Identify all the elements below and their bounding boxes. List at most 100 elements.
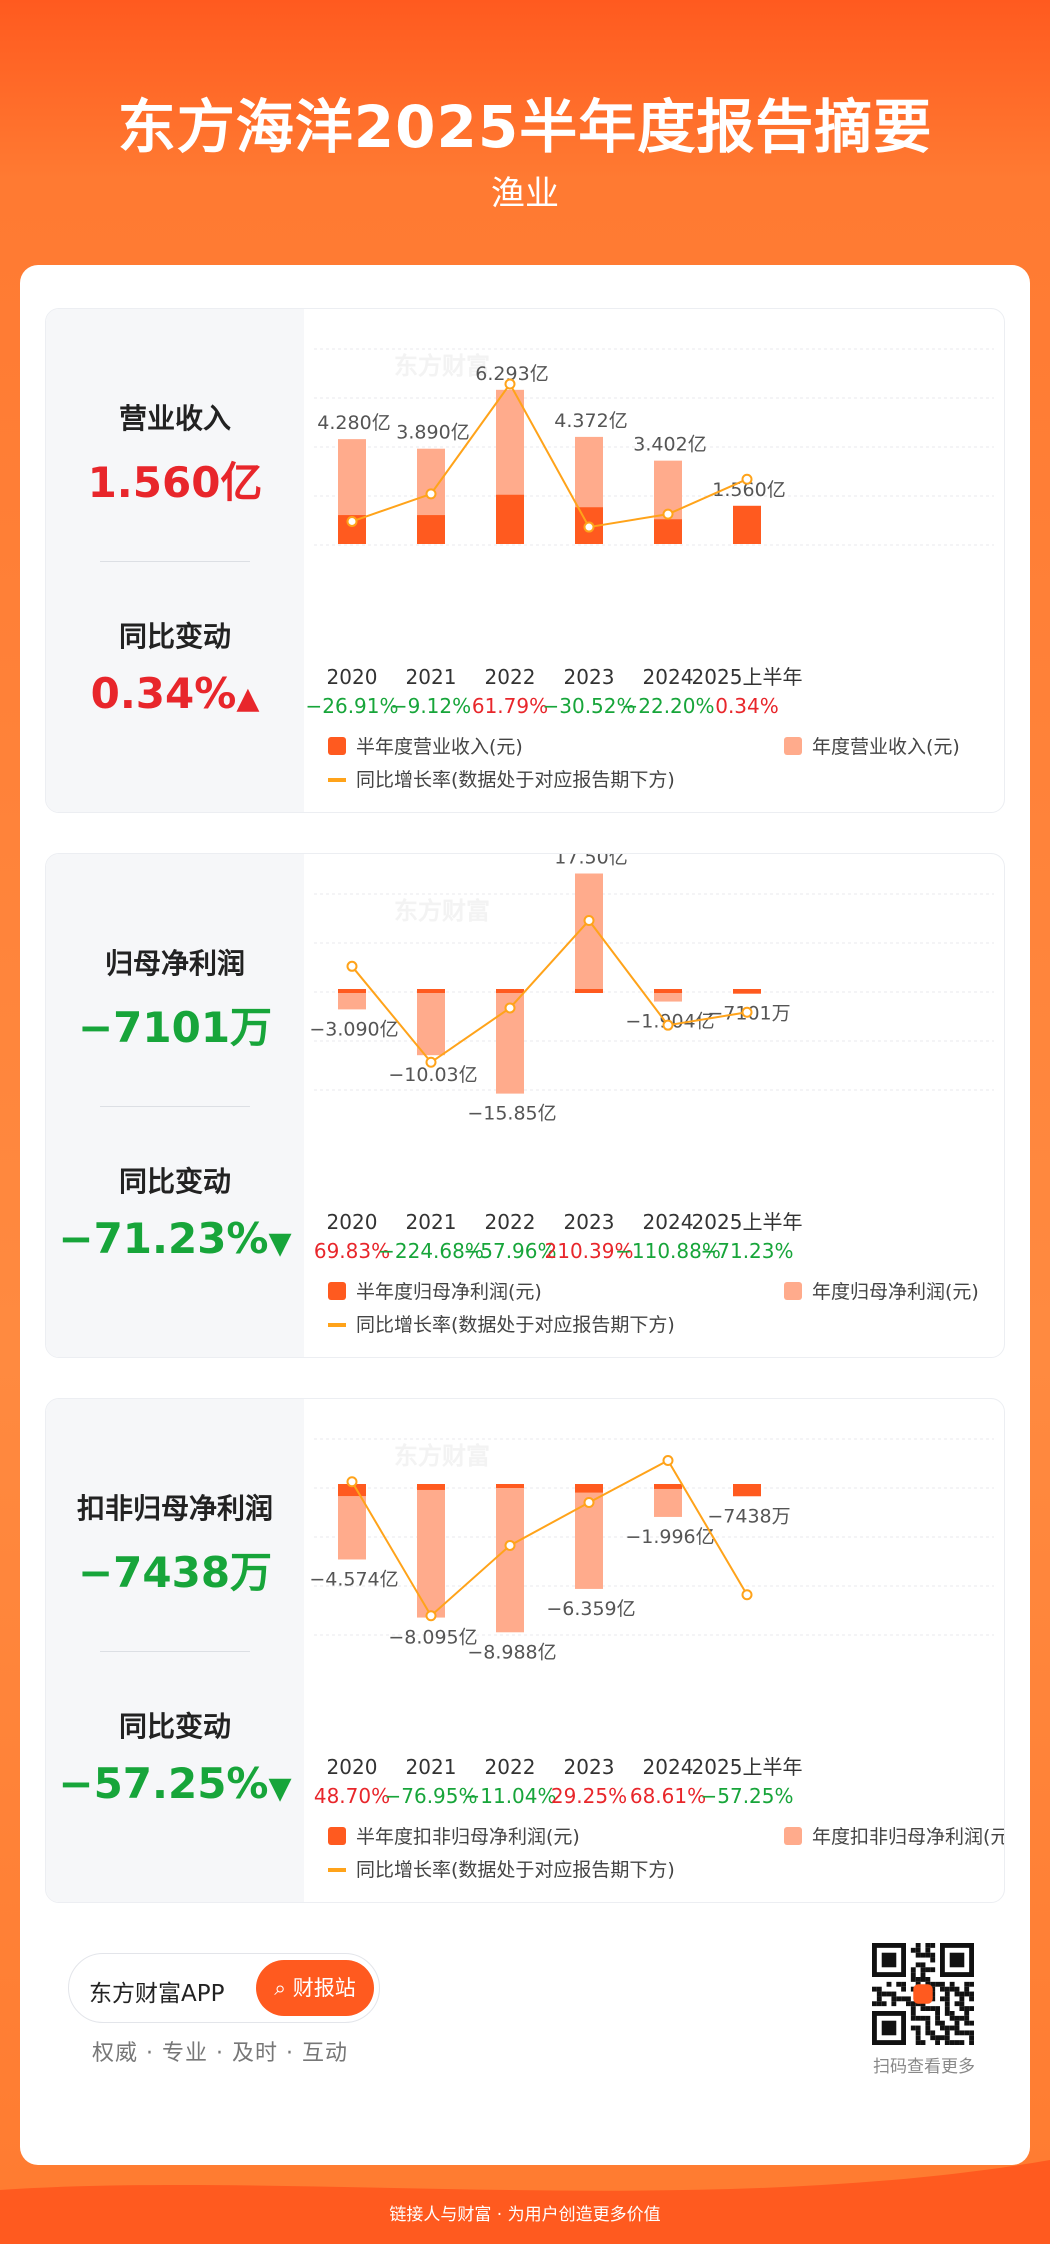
qr-module [964, 2015, 970, 2021]
legend-swatch-half [328, 737, 346, 755]
growth-rate-label: −11.04% [463, 1784, 556, 1808]
growth-rate-label: −30.52% [542, 694, 635, 718]
value-label: 6.293亿 [475, 363, 548, 385]
qr-module [944, 1986, 950, 1992]
half-year-bar [496, 1484, 524, 1488]
qr-module [930, 1981, 936, 1987]
qr-module [896, 1981, 902, 1987]
finance-station-button[interactable]: ⌕ 财报站 [256, 1960, 374, 2016]
value-label: −8.988亿 [467, 1641, 556, 1663]
qr-module [930, 2035, 936, 2041]
qr-module [969, 2035, 974, 2041]
half-year-bar [496, 494, 524, 544]
category-label: 2022 [485, 1755, 536, 1779]
legend-swatch-half [328, 1282, 346, 1300]
legend-swatch-annual [784, 1827, 802, 1845]
growth-rate-point [504, 378, 516, 390]
category-label: 2020 [327, 665, 378, 689]
growth-rate-line [351, 918, 748, 1064]
qr-module [954, 1986, 960, 1992]
qr-module [872, 1986, 877, 1992]
qr-module [891, 2001, 897, 2007]
qr-module [944, 2040, 950, 2045]
growth-rate-label: −110.88% [615, 1239, 721, 1263]
value-label: 4.372亿 [554, 410, 627, 432]
qr-module [964, 2030, 970, 2036]
qr-module [964, 2006, 970, 2011]
qr-module [959, 2040, 965, 2045]
category-label: 2024 [643, 665, 694, 689]
qr-module [964, 2020, 970, 2026]
growth-rate-label: 29.25% [551, 1784, 627, 1808]
divider [100, 1651, 250, 1652]
revenue-summary: 营业收入 1.560亿 同比变动 0.34%▲ [46, 309, 304, 812]
arrow-up-icon: ▲ [236, 681, 260, 716]
growth-rate-point [583, 1496, 595, 1508]
qr-module [944, 2035, 950, 2041]
legend-swatch-line [328, 1868, 346, 1872]
qr-module [915, 2040, 921, 2045]
growth-rate-point [346, 515, 358, 527]
growth-rate-label: −57.25% [700, 1784, 793, 1808]
industry-subtitle: 渔业 [491, 174, 559, 214]
report-title: 东方海洋2025半年度报告摘要 [117, 93, 933, 161]
change-value-row: −57.25%▼ [46, 1759, 304, 1808]
qr-module [959, 2001, 965, 2007]
qr-module [930, 1991, 936, 1997]
qr-code[interactable] [872, 1943, 974, 2045]
qr-module [910, 2011, 916, 2016]
qr-module [935, 2006, 940, 2011]
growth-rate-label: 69.83% [314, 1239, 390, 1263]
growth-rate-point [583, 915, 595, 927]
deducted-profit-chart: 东方财富−4.574亿−8.095亿−8.988亿−6.359亿−1.996亿−… [309, 1438, 1004, 1881]
change-value: 0.34% [90, 669, 237, 718]
qr-module [935, 1981, 940, 1987]
qr-module [940, 2020, 945, 2026]
qr-module [920, 2015, 926, 2021]
qr-module [915, 2035, 921, 2041]
value-label: 4.280亿 [317, 412, 390, 434]
qr-finder-core [881, 2020, 897, 2036]
qr-module [944, 2006, 950, 2011]
qr-module [891, 1996, 897, 2002]
qr-module [910, 1977, 916, 1982]
qr-module [915, 1943, 921, 1948]
qr-module [886, 1991, 892, 1997]
app-pill[interactable]: 东方财富APP ⌕ 财报站 [68, 1953, 380, 2023]
growth-rate-point [425, 488, 437, 500]
qr-module [954, 2020, 960, 2026]
annual-bar [338, 989, 366, 1010]
half-year-bar [733, 505, 761, 544]
growth-rate-point [504, 1002, 516, 1014]
qr-module [891, 1991, 897, 1997]
qr-module [925, 1981, 931, 1987]
half-year-bar [575, 1484, 603, 1493]
growth-rate-label: −9.12% [391, 694, 471, 718]
metric-label: 营业收入 [118, 402, 231, 435]
qr-module [940, 2025, 945, 2031]
qr-module [930, 1943, 936, 1948]
legend-swatch-annual [784, 737, 802, 755]
qr-module [886, 1981, 892, 1987]
qr-module [930, 1952, 936, 1958]
qr-module [910, 1967, 916, 1973]
category-label: 2025上半年 [692, 665, 803, 689]
qr-module [920, 1962, 926, 1968]
qr-module [915, 1952, 921, 1958]
qr-module [876, 1996, 882, 2002]
qr-module [954, 2040, 960, 2045]
growth-rate-label: 68.61% [630, 1784, 706, 1808]
legend-half-label: 半年度归母净利润(元) [356, 1281, 542, 1303]
legend-line-label: 同比增长率(数据处于对应报告期下方) [356, 1859, 675, 1881]
qr-module [920, 1952, 926, 1958]
watermark: 东方财富 [394, 1442, 490, 1470]
qr-module [910, 2025, 916, 2031]
qr-module [896, 1996, 902, 2002]
qr-module [915, 2015, 921, 2021]
qr-module [915, 1947, 921, 1953]
qr-module [944, 2030, 950, 2036]
half-year-bar [496, 989, 524, 993]
value-label: −7438万 [707, 1505, 790, 1527]
qr-module [920, 1977, 926, 1982]
qr-module [930, 1986, 936, 1992]
